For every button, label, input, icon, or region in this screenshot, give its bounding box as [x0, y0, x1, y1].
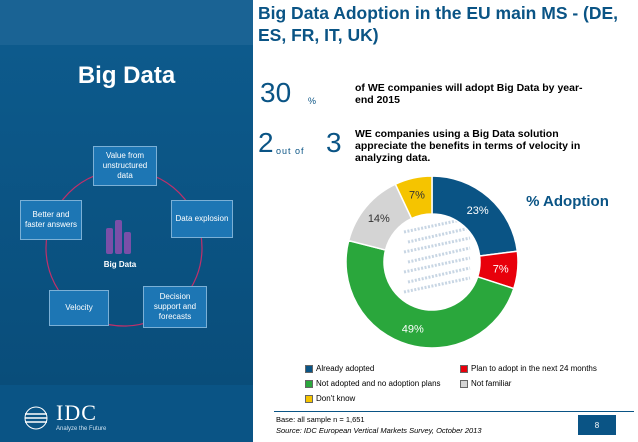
donut-slice	[345, 239, 515, 349]
donut-data-label: 7%	[409, 190, 425, 202]
legend-label: Not familiar	[471, 379, 512, 388]
chart-title: % Adoption	[526, 193, 609, 210]
left-panel-top-band	[0, 0, 253, 45]
watermark-stripe	[407, 266, 471, 284]
stat2-number-b: 3	[326, 127, 342, 158]
cycle-node-answers: Better and faster answers	[20, 200, 82, 240]
idc-tagline: Analyze the Future	[56, 426, 107, 432]
watermark-stripe	[407, 246, 471, 264]
legend-swatch	[460, 379, 468, 388]
watermark-stripe	[403, 276, 471, 294]
watermark-stripe	[403, 256, 471, 274]
legend-item: Already adopted	[305, 364, 374, 373]
legend-swatch	[305, 394, 313, 403]
idc-globe-icon	[24, 406, 48, 430]
page-number: 8	[578, 415, 616, 435]
legend-label: Not adopted and no adoption plans	[316, 379, 441, 388]
stat1-text: of WE companies will adopt Big Data by y…	[355, 82, 583, 106]
stat2-number-a: 2	[258, 127, 274, 158]
legend-item: Not adopted and no adoption plans	[305, 379, 441, 388]
legend-swatch	[305, 364, 313, 373]
donut-slice	[394, 175, 433, 220]
legend-label: Plan to adopt in the next 24 months	[471, 364, 597, 373]
stat2-text: WE companies using a Big Data solution a…	[355, 128, 581, 164]
legend-swatch	[460, 364, 468, 373]
page-title: Big Data Adoption in the EU main MS - (D…	[258, 3, 619, 45]
legend-item: Plan to adopt in the next 24 months	[460, 364, 597, 373]
donut-center-watermark	[384, 214, 480, 310]
footer-divider	[274, 411, 634, 412]
legend-label: Already adopted	[316, 364, 375, 373]
donut-data-label: 14%	[368, 213, 390, 225]
stat1-unit: %	[308, 96, 317, 106]
idc-logo-text: IDC	[56, 400, 97, 425]
donut-data-label: 7%	[493, 263, 509, 275]
stat2-out-of: out of	[276, 146, 305, 156]
watermark-stripe	[407, 226, 471, 244]
watermark-stripe	[403, 236, 471, 254]
legend-item: Don't know	[305, 394, 355, 403]
legend-label: Don't know	[316, 394, 356, 403]
legend-swatch	[305, 379, 313, 388]
donut-data-label: 23%	[467, 205, 489, 217]
hub-label: Big Data	[103, 260, 137, 269]
footer-source: Source: IDC European Vertical Markets Su…	[276, 426, 482, 435]
cycle-node-value: Value from unstructured data	[93, 146, 157, 186]
big-data-hub-icon	[106, 220, 131, 254]
cycle-node-decision: Decision support and forecasts	[143, 286, 207, 328]
stat1-number: 30	[260, 77, 292, 108]
legend-item: Not familiar	[460, 379, 511, 388]
donut-hole	[384, 214, 480, 310]
left-panel-title: Big Data	[77, 62, 176, 89]
footer-base: Base: all sample n = 1,651	[276, 415, 365, 424]
cycle-node-explosion: Data explosion	[171, 200, 233, 238]
donut-data-label: 49%	[402, 323, 424, 335]
cycle-node-velocity: Velocity	[49, 290, 109, 326]
